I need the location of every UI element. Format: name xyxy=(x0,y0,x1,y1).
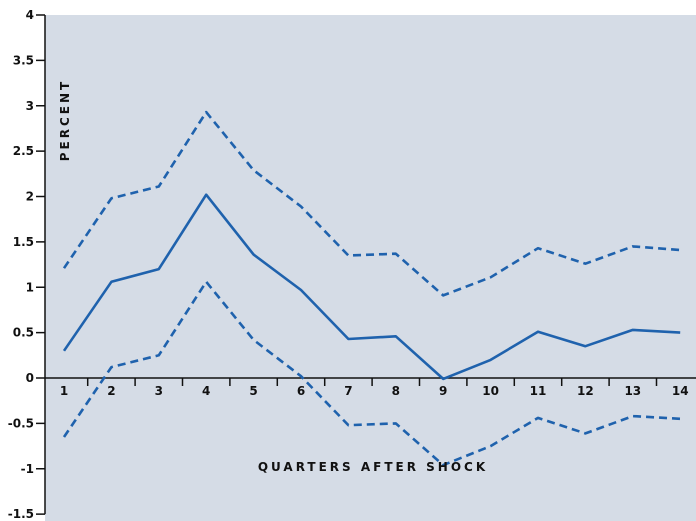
y-tick-label: 3.5 xyxy=(13,53,34,67)
x-tick-label: 9 xyxy=(439,384,447,398)
y-tick-label: -1 xyxy=(21,462,34,476)
x-tick-label: 11 xyxy=(530,384,547,398)
y-tick-label: 1 xyxy=(26,280,34,294)
x-tick-label: 7 xyxy=(344,384,352,398)
response-line xyxy=(62,193,681,381)
y-tick-label: 1.5 xyxy=(13,235,34,249)
x-tick-label: 2 xyxy=(107,384,115,398)
confidence-band-line xyxy=(62,280,681,467)
x-tick-label: 10 xyxy=(482,384,499,398)
x-tick-label: 6 xyxy=(297,384,305,398)
x-tick-label: 8 xyxy=(392,384,400,398)
y-axis: 4 3.5 3 2.5 2 1.5 1 0.5 0 -0.5 -1 -1.5 xyxy=(8,8,46,521)
y-tick-label: 2.5 xyxy=(13,144,34,158)
confidence-band-line xyxy=(62,110,681,297)
x-axis-title: QUARTERS AFTER SHOCK xyxy=(258,460,488,474)
x-tick-label: 13 xyxy=(624,384,641,398)
x-axis: 1 2 3 4 5 6 7 8 9 10 11 12 13 14 xyxy=(45,377,696,398)
x-tick-label: 3 xyxy=(155,384,163,398)
y-tick-label: -1.5 xyxy=(8,507,34,521)
y-tick-label: 0.5 xyxy=(13,326,34,340)
y-tick-label: 3 xyxy=(26,99,34,113)
y-tick-label: 4 xyxy=(26,8,34,22)
x-tick-label: 5 xyxy=(249,384,257,398)
x-tick-label: 4 xyxy=(202,384,210,398)
series-lines xyxy=(62,110,681,467)
y-tick-label: -0.5 xyxy=(8,416,34,430)
x-tick-label: 1 xyxy=(60,384,68,398)
x-tick-label: 14 xyxy=(672,384,689,398)
y-axis-title: PERCENT xyxy=(58,79,72,161)
y-tick-label: 0 xyxy=(26,371,34,385)
plot-background xyxy=(45,15,696,521)
x-tick-label: 12 xyxy=(577,384,594,398)
y-tick-label: 2 xyxy=(26,190,34,204)
